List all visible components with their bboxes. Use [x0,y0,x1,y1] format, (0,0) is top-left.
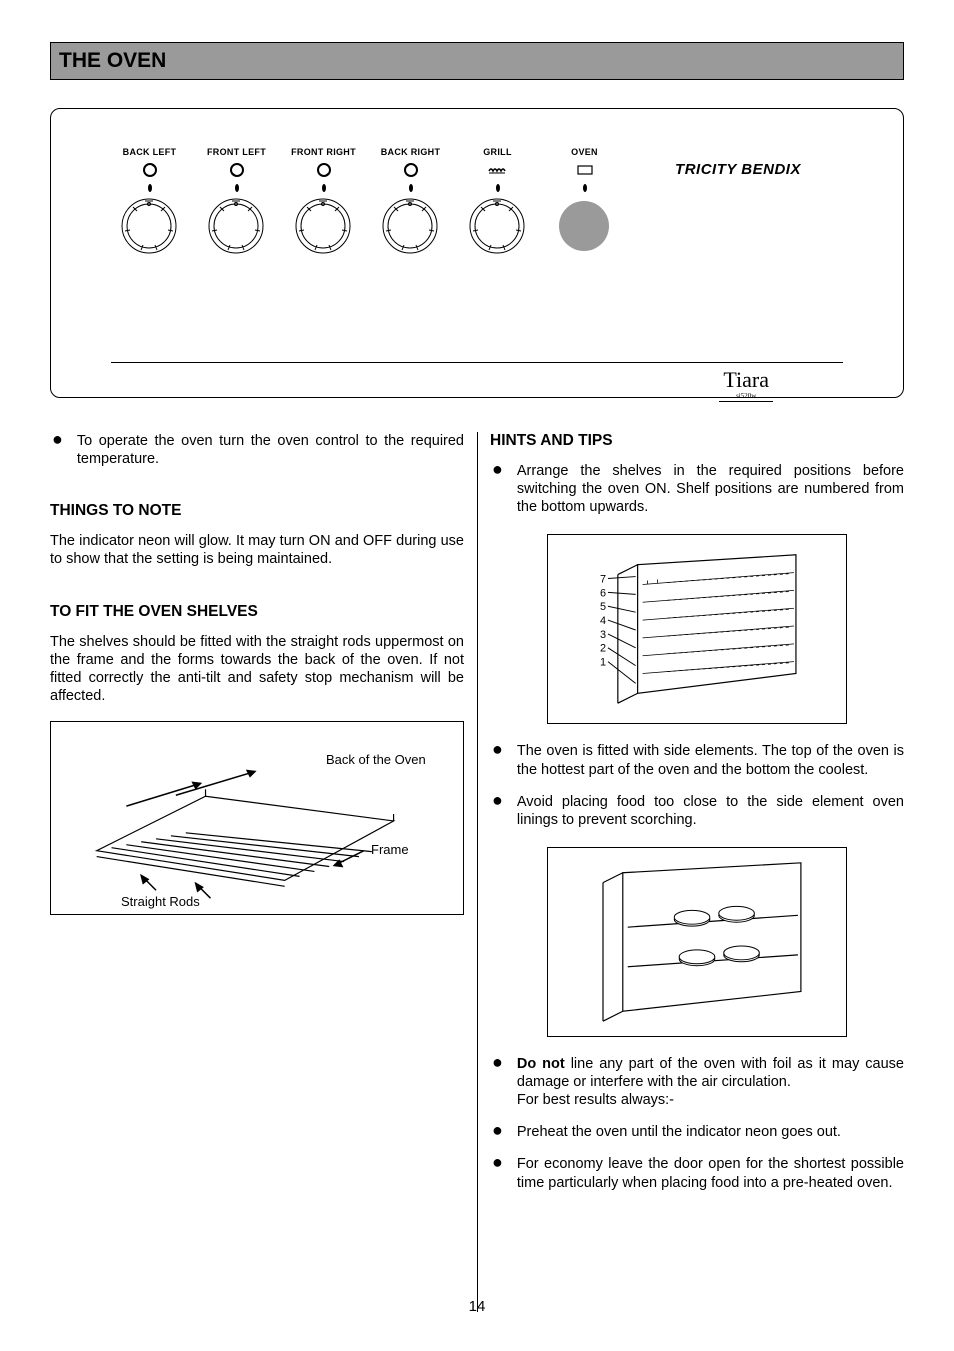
fig-label-rods: Straight Rods [121,894,200,909]
dial-oven: OVEN [546,147,623,262]
bullet-icon: ● [50,432,63,468]
svg-text:4: 4 [600,615,606,627]
bullet-icon: ● [490,793,503,829]
indicator-dot-icon [285,181,362,195]
grill-icon [459,161,536,179]
dial-knob-icon [459,195,536,257]
list-item: ● Preheat the oven until the indicator n… [490,1123,904,1141]
fig-label-frame: Frame [371,842,409,857]
shelf-positions-figure: 7 6 5 4 3 2 1 [547,534,847,724]
heading-fit-shelves: TO FIT THE OVEN SHELVES [50,603,464,621]
indicator-dot-icon [372,181,449,195]
burner-icon [285,161,362,179]
do-not-rest: line any part of the oven with foil as i… [517,1056,904,1090]
list-item: ● To operate the oven turn the oven cont… [50,432,464,468]
dial-group: BACK LEFT FRONT LEFT FRONT RIGHT [111,147,623,262]
dial-knob-icon [198,195,275,257]
dial-label: FRONT LEFT [198,147,275,157]
dial-back-right: BACK RIGHT [372,147,449,262]
indicator-dot-icon [459,181,536,195]
bullet-text: For economy leave the door open for the … [517,1155,904,1191]
indicator-dot-icon [198,181,275,195]
shelf-positions-icon: 7 6 5 4 3 2 1 [548,535,846,723]
dial-front-right: FRONT RIGHT [285,147,362,262]
bullet-text: The oven is fitted with side elements. T… [517,742,904,778]
do-not-line2: For best results always:- [517,1092,674,1108]
shelf-figure: Back of the Oven Frame Straight Rods [50,721,464,915]
bullet-icon: ● [490,1123,503,1141]
svg-text:5: 5 [600,602,606,614]
burner-icon [372,161,449,179]
things-to-note-text: The indicator neon will glow. It may tur… [50,532,464,568]
bullet-text: Preheat the oven until the indicator neo… [517,1123,904,1141]
shelf-num-7: 7 [600,574,606,586]
heading-things-to-note: THINGS TO NOTE [50,502,464,520]
bullet-icon: ● [490,462,503,516]
dial-back-left: BACK LEFT [111,147,188,262]
list-item: ● The oven is fitted with side elements.… [490,742,904,778]
page-title: THE OVEN [59,49,895,73]
bullet-text: Do not line any part of the oven with fo… [517,1055,904,1109]
fig-label-back: Back of the Oven [326,752,426,767]
model-sub-text: si520w [723,392,769,400]
dial-knob-solid-icon [546,195,623,257]
svg-text:3: 3 [600,629,606,641]
heading-hints-tips: HINTS AND TIPS [490,432,904,450]
model-name: Tiara si520w [719,367,773,402]
dial-knob-icon [111,195,188,257]
control-panel-figure: BACK LEFT FRONT LEFT FRONT RIGHT [50,108,904,398]
bullet-text: To operate the oven turn the oven contro… [77,432,464,468]
bullet-icon: ● [490,1055,503,1109]
indicator-dot-icon [111,181,188,195]
bullet-text: Avoid placing food too close to the side… [517,793,904,829]
list-item: ● Arrange the shelves in the required po… [490,462,904,516]
dial-label: FRONT RIGHT [285,147,362,157]
title-bar: THE OVEN [50,42,904,80]
svg-text:6: 6 [600,588,606,600]
burner-icon [198,161,275,179]
food-placement-figure [547,847,847,1037]
svg-text:2: 2 [600,643,606,655]
right-column: HINTS AND TIPS ● Arrange the shelves in … [490,432,904,1206]
food-placement-icon [548,848,846,1036]
shelf-diagram-icon [51,722,463,914]
oven-icon [546,161,623,179]
bullet-icon: ● [490,1155,503,1191]
dial-knob-icon [285,195,362,257]
page-number: 14 [469,1298,486,1315]
list-item: ● Do not line any part of the oven with … [490,1055,904,1109]
bullet-text: Arrange the shelves in the required posi… [517,462,904,516]
left-column: ● To operate the oven turn the oven cont… [50,432,464,1206]
panel-divider [111,362,843,363]
list-item: ● For economy leave the door open for th… [490,1155,904,1191]
list-item: ● Avoid placing food too close to the si… [490,793,904,829]
dial-grill: GRILL [459,147,536,262]
do-not-prefix: Do not [517,1056,565,1072]
column-divider [477,432,478,1312]
fit-shelves-text: The shelves should be fitted with the st… [50,633,464,706]
model-text: Tiara [723,367,769,392]
dial-label: BACK LEFT [111,147,188,157]
dial-front-left: FRONT LEFT [198,147,275,262]
brand-logo: TRICITY BENDIX [633,161,843,178]
dial-label: BACK RIGHT [372,147,449,157]
indicator-dot-icon [546,181,623,195]
burner-icon [111,161,188,179]
dial-label: OVEN [546,147,623,157]
svg-text:1: 1 [600,657,606,669]
bullet-icon: ● [490,742,503,778]
dial-knob-icon [372,195,449,257]
dial-label: GRILL [459,147,536,157]
